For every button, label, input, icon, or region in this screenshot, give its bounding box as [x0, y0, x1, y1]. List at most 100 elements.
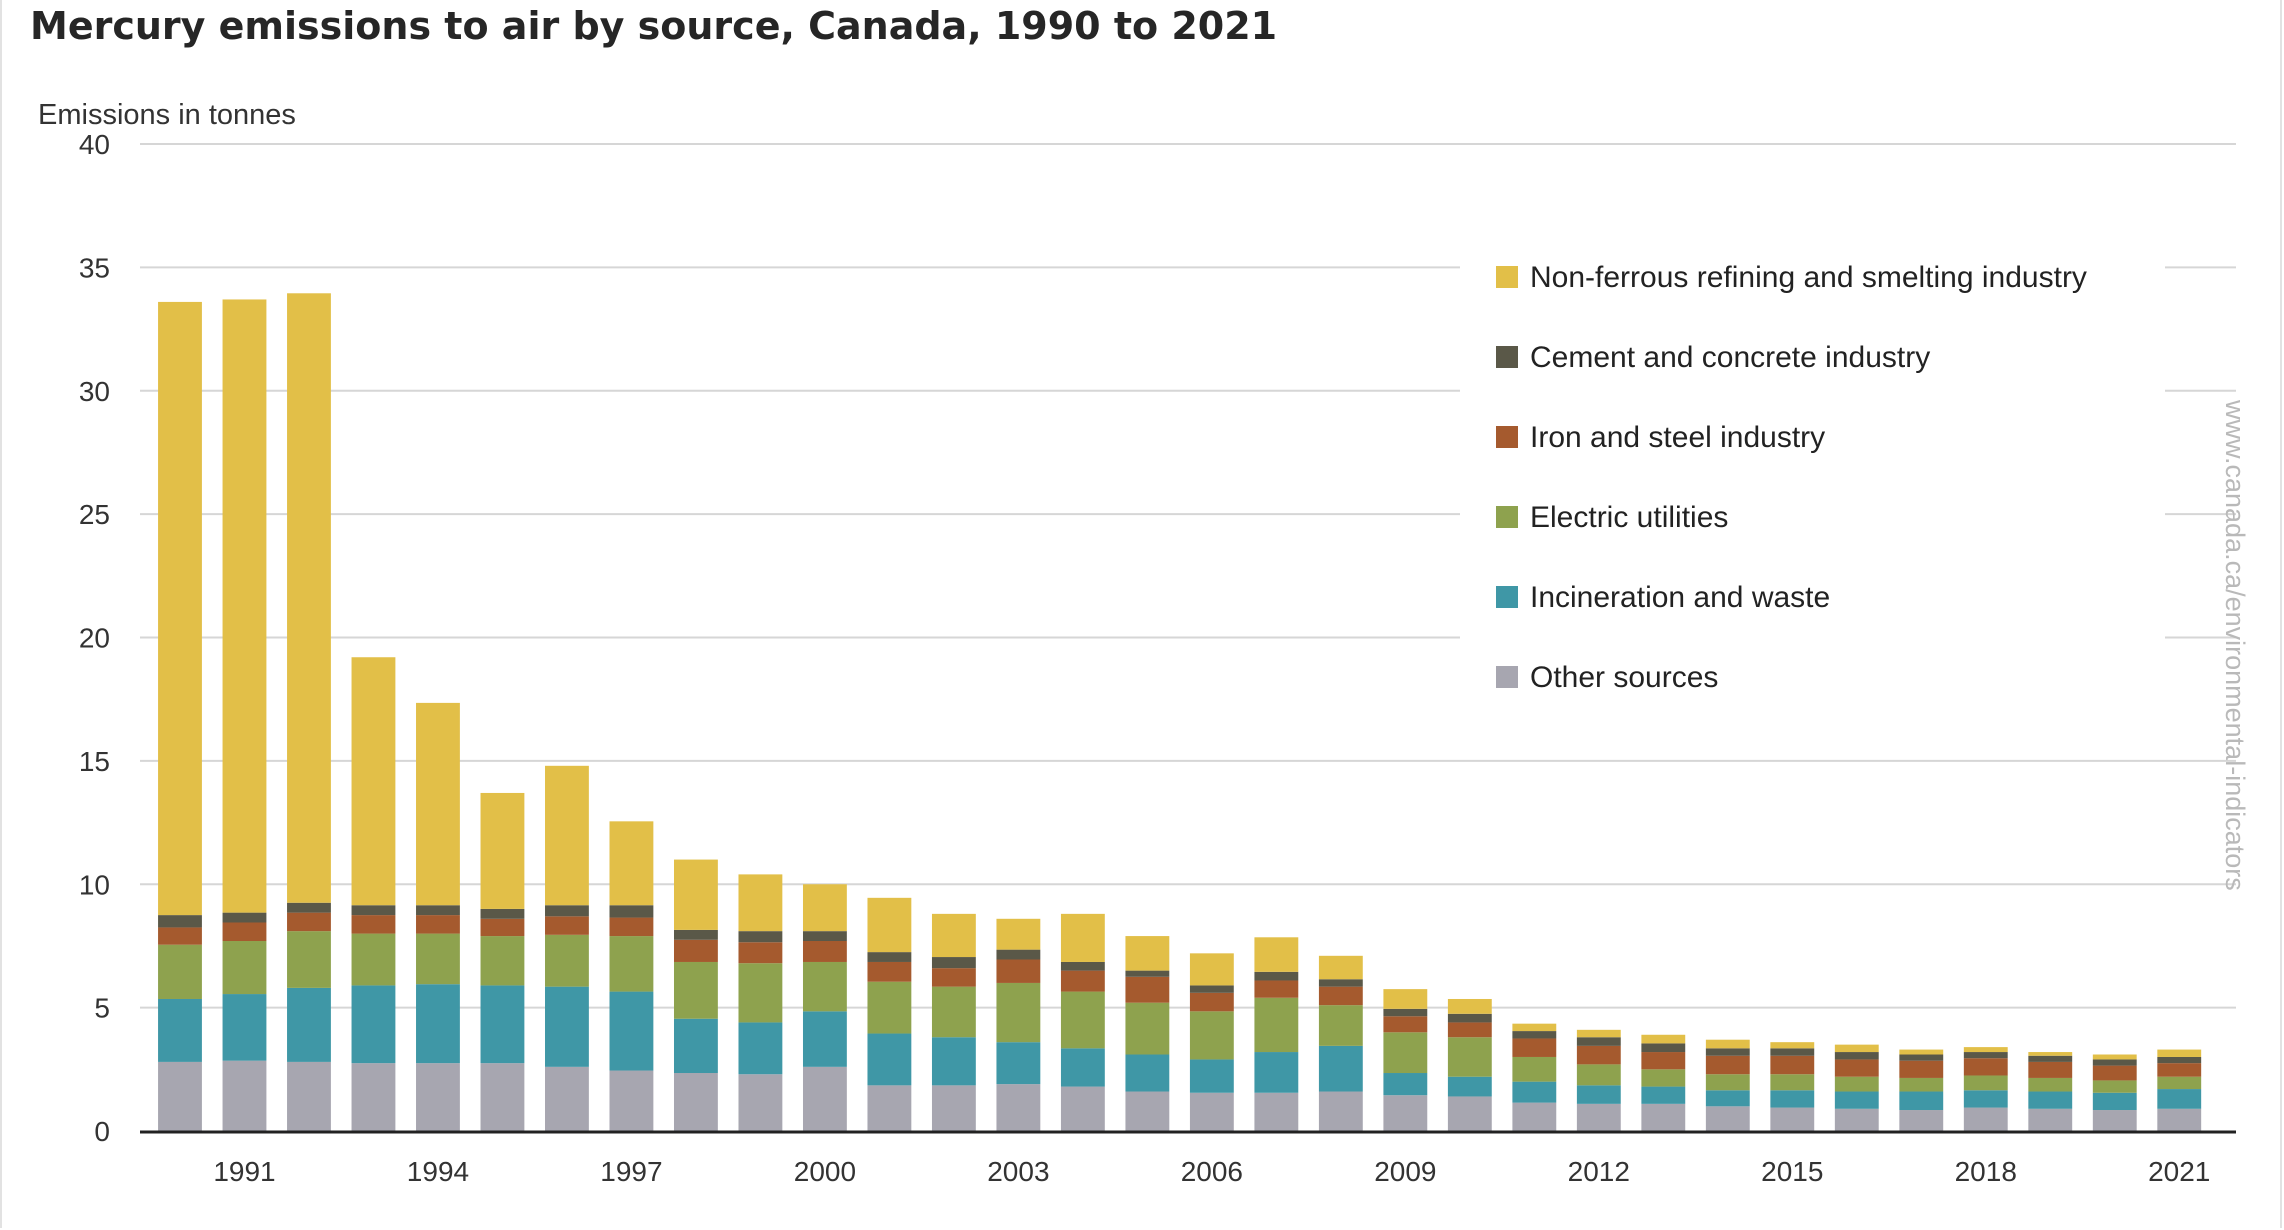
bar-2021-iron-and-steel-industry [2157, 1063, 2202, 1077]
bar-2015-incineration-and-waste [1770, 1090, 1815, 1108]
legend-label-electric-utilities: Electric utilities [1530, 501, 1728, 534]
legend-background [1460, 250, 2165, 690]
bar-1992-incineration-and-waste [287, 987, 331, 1062]
bar-2009-other-sources [1383, 1095, 1428, 1131]
bar-2021-cement-and-concrete-industry [2157, 1056, 2202, 1064]
bar-2009-iron-and-steel-industry [1383, 1016, 1428, 1033]
x-tick-label-2021: 2021 [2148, 1156, 2210, 1187]
bar-1993-iron-and-steel-industry [351, 915, 396, 934]
bar-stack-2009 [1383, 989, 1428, 1131]
bar-2002-cement-and-concrete-industry [931, 957, 976, 969]
bar-1993-electric-utilities [351, 933, 396, 986]
bar-2020-other-sources [2092, 1110, 2137, 1131]
bar-2021-electric-utilities [2157, 1076, 2202, 1090]
bar-1991-cement-and-concrete-industry [222, 912, 267, 923]
legend-swatch-other-sources [1496, 666, 1518, 688]
bar-2007-iron-and-steel-industry [1254, 980, 1299, 998]
bar-2008-cement-and-concrete-industry [1318, 979, 1363, 987]
bar-1994-iron-and-steel-industry [416, 915, 460, 934]
legend-swatch-electric-utilities [1496, 506, 1518, 528]
bar-2007-non-ferrous-refining-and-smelting-industry [1254, 937, 1299, 972]
bar-1994-electric-utilities [416, 933, 460, 985]
bar-2002-iron-and-steel-industry [931, 968, 976, 987]
x-tick-label-2018: 2018 [1955, 1156, 2017, 1187]
bar-2010-other-sources [1447, 1096, 1492, 1131]
bar-2013-electric-utilities [1641, 1069, 1686, 1087]
bar-2001-other-sources [867, 1085, 912, 1131]
bar-2018-incineration-and-waste [1963, 1090, 2008, 1108]
bar-2000-non-ferrous-refining-and-smelting-industry [802, 884, 847, 932]
bar-2000-cement-and-concrete-industry [802, 931, 847, 942]
bar-2015-cement-and-concrete-industry [1770, 1048, 1815, 1056]
bar-stack-2017 [1899, 1049, 1944, 1131]
bar-2006-cement-and-concrete-industry [1189, 985, 1234, 993]
bar-2020-incineration-and-waste [2092, 1092, 2137, 1111]
bar-2005-iron-and-steel-industry [1125, 976, 1170, 1003]
bar-2003-incineration-and-waste [996, 1042, 1041, 1085]
bar-1995-cement-and-concrete-industry [480, 908, 525, 919]
bar-2015-non-ferrous-refining-and-smelting-industry [1770, 1042, 1815, 1049]
bar-stack-2007 [1254, 937, 1299, 1131]
legend: Non-ferrous refining and smelting indust… [1496, 261, 2087, 694]
bar-1994-non-ferrous-refining-and-smelting-industry [416, 702, 460, 906]
bar-2020-electric-utilities [2092, 1080, 2137, 1093]
bar-1994-incineration-and-waste [416, 984, 460, 1064]
bar-2016-incineration-and-waste [1834, 1091, 1879, 1109]
bar-2002-other-sources [931, 1085, 976, 1131]
x-tick-label-2015: 2015 [1761, 1156, 1823, 1187]
bar-2004-iron-and-steel-industry [1060, 970, 1105, 992]
bar-2008-other-sources [1318, 1091, 1363, 1131]
legend-swatch-cement-and-concrete-industry [1496, 346, 1518, 368]
bar-2001-non-ferrous-refining-and-smelting-industry [867, 897, 912, 953]
bar-2012-incineration-and-waste [1576, 1085, 1621, 1104]
bar-stack-2018 [1963, 1047, 2008, 1131]
bar-2008-incineration-and-waste [1318, 1045, 1363, 1092]
bar-2000-electric-utilities [802, 961, 847, 1012]
bar-2001-incineration-and-waste [867, 1033, 912, 1086]
bar-2009-incineration-and-waste [1383, 1073, 1428, 1096]
legend-swatch-incineration-and-waste [1496, 586, 1518, 608]
bar-1999-non-ferrous-refining-and-smelting-industry [738, 874, 783, 932]
x-axis-ticks: 1991 1994 1997 2000 2003 2006 2009 2012 2015 2018… [213, 1156, 2210, 1187]
x-tick-label-2009: 2009 [1374, 1156, 1436, 1187]
bar-1994-other-sources [416, 1063, 460, 1131]
bar-2001-electric-utilities [867, 981, 912, 1034]
bar-2008-non-ferrous-refining-and-smelting-industry [1318, 955, 1363, 980]
bar-2014-non-ferrous-refining-and-smelting-industry [1705, 1039, 1750, 1049]
bar-2012-iron-and-steel-industry [1576, 1045, 1621, 1065]
bar-2005-other-sources [1125, 1091, 1170, 1131]
bar-2004-incineration-and-waste [1060, 1048, 1105, 1087]
bar-1995-electric-utilities [480, 936, 525, 986]
x-tick-label-2006: 2006 [1181, 1156, 1243, 1187]
bar-1997-other-sources [609, 1070, 654, 1131]
bar-2017-non-ferrous-refining-and-smelting-industry [1899, 1049, 1944, 1055]
bar-1997-iron-and-steel-industry [609, 917, 654, 937]
bar-2014-iron-and-steel-industry [1705, 1055, 1750, 1075]
x-tick-label-2000: 2000 [794, 1156, 856, 1187]
bar-2013-cement-and-concrete-industry [1641, 1043, 1686, 1053]
bar-1992-iron-and-steel-industry [287, 912, 331, 932]
bar-2007-cement-and-concrete-industry [1254, 971, 1299, 981]
y-tick-label-15: 15 [79, 746, 110, 777]
bar-2019-electric-utilities [2028, 1077, 2073, 1092]
bar-stack-2001 [867, 897, 912, 1131]
bar-1995-incineration-and-waste [480, 985, 525, 1064]
bars [158, 293, 2202, 1131]
bar-2018-cement-and-concrete-industry [1963, 1052, 2008, 1059]
bar-2014-cement-and-concrete-industry [1705, 1048, 1750, 1056]
bar-1993-incineration-and-waste [351, 985, 396, 1064]
bar-1997-incineration-and-waste [609, 991, 654, 1071]
bar-2000-iron-and-steel-industry [802, 941, 847, 962]
bar-2021-non-ferrous-refining-and-smelting-industry [2157, 1049, 2202, 1057]
bar-2019-other-sources [2028, 1108, 2073, 1131]
watermark: www.canada.ca/environmental-indicators [2220, 399, 2250, 891]
bar-stack-2016 [1834, 1044, 1879, 1131]
bar-2009-cement-and-concrete-industry [1383, 1008, 1428, 1017]
bar-2015-other-sources [1770, 1107, 1815, 1131]
bar-1993-other-sources [351, 1063, 396, 1131]
bar-2006-other-sources [1189, 1092, 1234, 1131]
bar-2012-other-sources [1576, 1103, 1621, 1131]
bar-2012-non-ferrous-refining-and-smelting-industry [1576, 1029, 1621, 1038]
bar-1994-cement-and-concrete-industry [416, 905, 460, 916]
y-tick-label-0: 0 [94, 1116, 110, 1147]
